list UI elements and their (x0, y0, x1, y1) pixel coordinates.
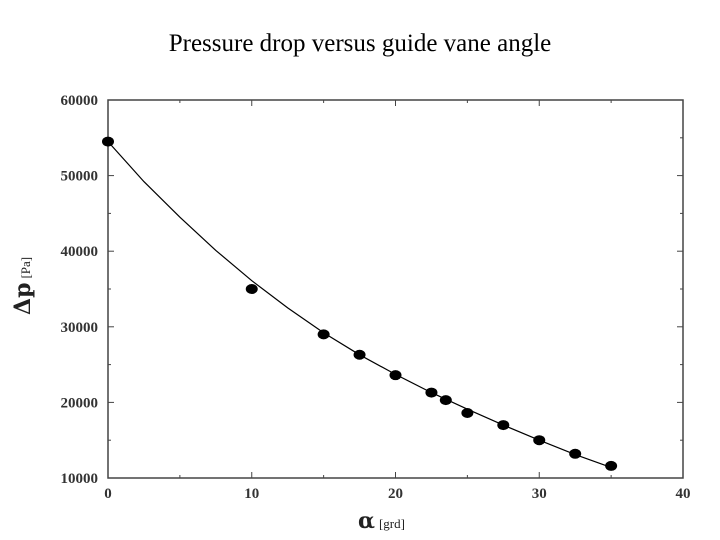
data-point (353, 349, 366, 360)
data-point (533, 435, 546, 446)
x-axis-symbol: α (358, 508, 375, 534)
svg-text:Δp[Pa]: Δp [Pa] (10, 257, 36, 315)
y-tick-labels: 10000 20000 30000 40000 50000 60000 (61, 93, 99, 487)
x-axis-label: α [grd] (358, 508, 405, 534)
x-tick-label: 20 (388, 486, 403, 502)
chart-title: Pressure drop versus guide vane angle (168, 30, 552, 57)
data-point (569, 448, 582, 459)
y-tick-label: 40000 (61, 244, 99, 260)
x-axis-unit: [grd] (379, 516, 405, 531)
svg-text:α[grd]: α [grd] (358, 508, 405, 534)
data-point (439, 395, 452, 406)
x-tick-label: 40 (676, 486, 691, 502)
data-point (425, 387, 438, 398)
data-point (102, 136, 114, 147)
y-tick-label: 20000 (61, 395, 99, 411)
x-tick-label: 10 (244, 486, 259, 502)
data-point (461, 407, 474, 418)
y-tick-label: 60000 (61, 93, 99, 109)
y-axis-unit: [Pa] (18, 257, 33, 279)
data-point (605, 460, 618, 471)
axis-ticks (107, 99, 684, 479)
x-tick-labels: 0 10 20 30 40 (104, 486, 690, 502)
fit-curve (107, 141, 612, 468)
data-point (389, 370, 402, 381)
x-tick-label: 30 (532, 486, 547, 502)
data-point (317, 329, 330, 340)
y-tick-label: 10000 (61, 471, 99, 487)
x-tick-label: 0 (104, 486, 112, 502)
y-tick-label: 30000 (61, 320, 99, 336)
data-points (102, 136, 618, 471)
plot-frame (107, 99, 684, 479)
y-tick-label: 50000 (61, 169, 99, 185)
data-point (245, 284, 258, 294)
y-axis-label: Δp [Pa] (10, 257, 36, 315)
data-point (497, 420, 510, 431)
y-axis-symbol: Δp (10, 283, 36, 315)
